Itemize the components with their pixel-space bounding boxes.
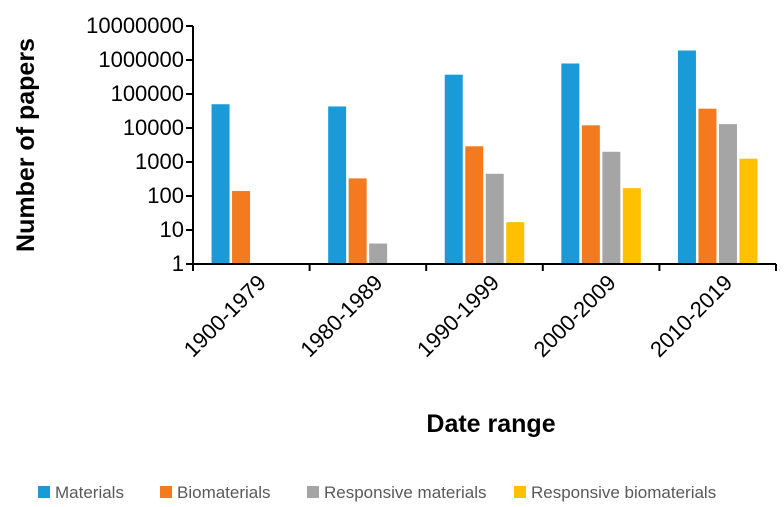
x-axis-title: Date range xyxy=(426,410,555,438)
legend-label: Responsive biomaterials xyxy=(531,483,716,502)
y-tick-label: 10 xyxy=(160,217,184,242)
bar-responsive-materials xyxy=(485,173,504,264)
bar-materials xyxy=(444,74,463,264)
legend-swatch xyxy=(307,486,319,498)
y-tick-label: 100000 xyxy=(111,81,184,106)
x-tick-labels: 1900-1979 1980-1989 1990-1999 2000-2009 2010… xyxy=(179,270,737,362)
bars-layer xyxy=(211,50,758,265)
y-tick-label: 1000000 xyxy=(98,47,184,72)
x-tick-label: 2010-2019 xyxy=(645,270,737,362)
legend-swatch xyxy=(38,486,50,498)
y-axis-title: Number of papers xyxy=(12,38,40,252)
legend-label: Materials xyxy=(55,483,124,502)
bar-biomaterials xyxy=(348,178,367,264)
bar-responsive-materials xyxy=(369,243,388,264)
y-tick-label: 100 xyxy=(147,183,184,208)
y-tick-label: 1000 xyxy=(135,149,184,174)
y-tick-label: 1 xyxy=(172,251,184,276)
bar-biomaterials xyxy=(698,108,717,264)
y-tick-label: 10000000 xyxy=(86,13,184,38)
bar-responsive-materials xyxy=(602,151,621,264)
legend-swatch xyxy=(160,486,172,498)
legend-swatch xyxy=(514,486,526,498)
x-tick-label: 1990-1999 xyxy=(412,270,504,362)
bar-biomaterials xyxy=(232,191,251,264)
legend-label: Biomaterials xyxy=(177,483,271,502)
bar-responsive-biomaterials xyxy=(506,222,525,264)
bar-responsive-materials xyxy=(718,124,737,265)
bar-biomaterials xyxy=(465,146,484,264)
bar-biomaterials xyxy=(581,125,600,265)
legend-label: Responsive materials xyxy=(324,483,487,502)
x-tick-label: 2000-2009 xyxy=(529,270,621,362)
y-tick-labels: 1 10 100 1000 10000 100000 1000000 10000000 xyxy=(86,13,184,276)
bar-responsive-biomaterials xyxy=(739,158,758,264)
axes-layer xyxy=(186,25,777,271)
x-tick-label: 1900-1979 xyxy=(179,270,271,362)
y-tick-label: 10000 xyxy=(123,115,184,140)
bar-materials xyxy=(328,106,347,265)
x-tick-label: 1980-1989 xyxy=(295,270,387,362)
bar-materials xyxy=(211,104,230,265)
bar-responsive-biomaterials xyxy=(622,188,641,264)
legend: Materials Biomaterials Responsive material… xyxy=(38,483,716,502)
bar-materials xyxy=(561,63,580,264)
bar-materials xyxy=(677,50,696,265)
